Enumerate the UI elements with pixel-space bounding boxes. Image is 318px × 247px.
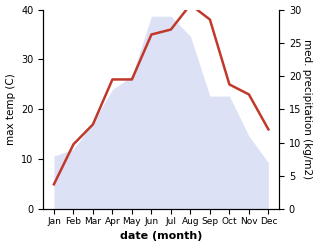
- Y-axis label: med. precipitation (kg/m2): med. precipitation (kg/m2): [302, 39, 313, 180]
- Y-axis label: max temp (C): max temp (C): [5, 74, 16, 145]
- X-axis label: date (month): date (month): [120, 231, 202, 242]
